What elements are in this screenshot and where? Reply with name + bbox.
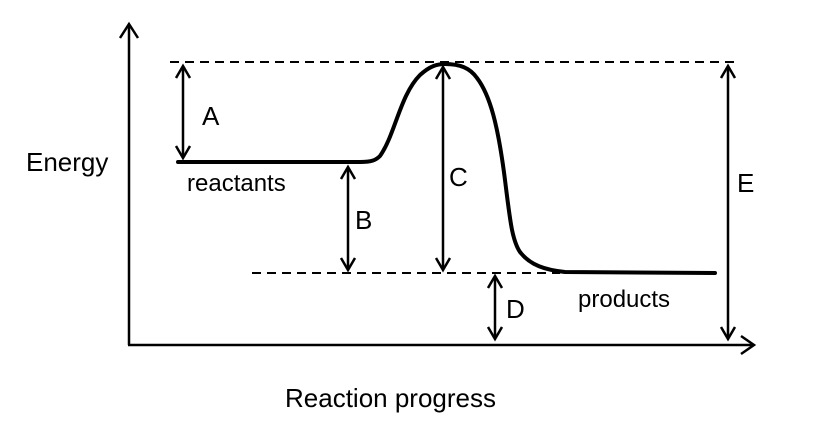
- arrow-b: [339, 164, 357, 273]
- label-a: A: [202, 101, 220, 131]
- arrow-d: [486, 273, 504, 342]
- x-axis: [128, 334, 757, 356]
- energy-curve: [176, 62, 717, 275]
- y-axis-label: Energy: [26, 147, 109, 177]
- products-label: products: [578, 286, 671, 313]
- arrow-c: [434, 64, 452, 273]
- arrow-e: [719, 63, 737, 342]
- arrow-a: [174, 63, 192, 161]
- label-b: B: [355, 205, 373, 235]
- reactants-label: reactants: [187, 170, 286, 197]
- label-d: D: [506, 294, 525, 324]
- label-e: E: [737, 168, 755, 198]
- label-c: C: [449, 162, 468, 192]
- x-axis-label: Reaction progress: [285, 383, 496, 413]
- y-axis: [118, 21, 140, 345]
